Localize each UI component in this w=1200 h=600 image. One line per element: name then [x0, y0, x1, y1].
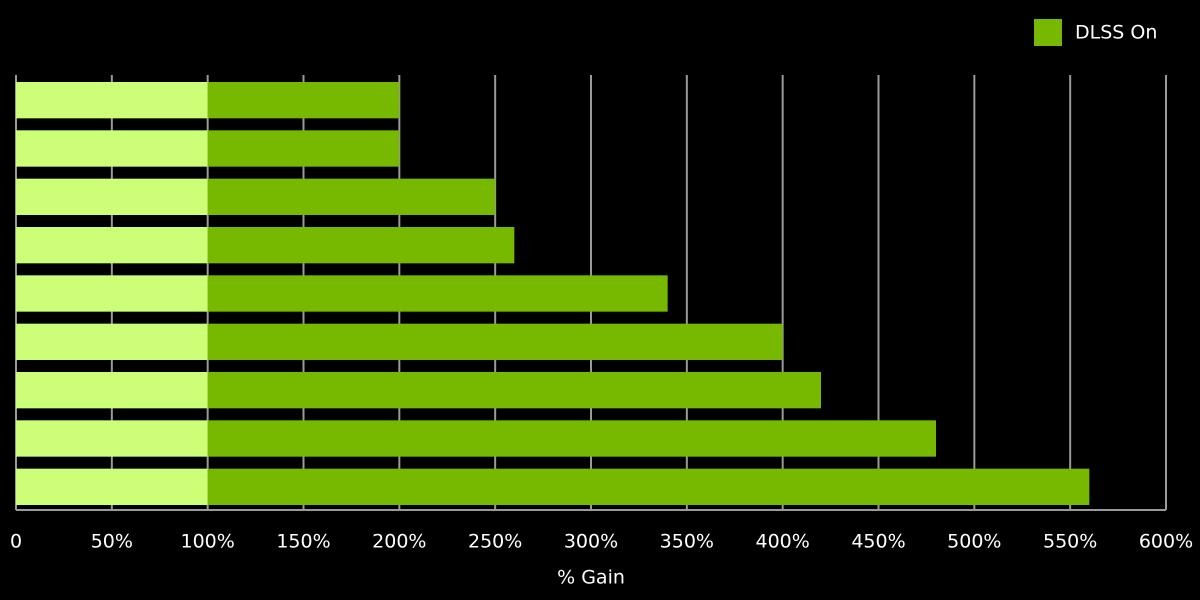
bar-segment: [207, 468, 1090, 505]
legend-swatch: [1034, 19, 1062, 46]
x-tick-label: 550%: [1043, 531, 1097, 553]
bar-segment: [16, 420, 208, 457]
x-tick-label: 200%: [372, 531, 426, 553]
bar-segment: [207, 178, 496, 215]
x-tick-label: 150%: [276, 531, 330, 553]
bar-segment: [207, 275, 668, 312]
bar-segment: [16, 323, 208, 360]
bar-segment: [16, 82, 208, 119]
bar-segment: [207, 82, 400, 119]
bar-segment: [207, 130, 400, 167]
bar-segment: [207, 420, 936, 457]
bar-segment: [16, 130, 208, 167]
bar-segment: [16, 227, 208, 264]
x-tick-label: 0: [10, 531, 22, 553]
bar-segment: [16, 178, 208, 215]
x-axis-title: % Gain: [557, 567, 625, 589]
x-tick-label: 250%: [468, 531, 522, 553]
x-tick-label: 50%: [91, 531, 133, 553]
bar-segment: [207, 372, 821, 409]
x-tick-label: 600%: [1139, 531, 1193, 553]
x-tick-label: 450%: [851, 531, 905, 553]
x-tick-label: 400%: [756, 531, 810, 553]
x-tick-label: 100%: [181, 531, 235, 553]
x-tick-label: 350%: [660, 531, 714, 553]
bar-segment: [16, 468, 208, 505]
x-tick-label: 500%: [947, 531, 1001, 553]
x-tick-label: 300%: [564, 531, 618, 553]
legend-label: DLSS On: [1075, 22, 1157, 44]
bar-segment: [16, 275, 208, 312]
bar-segment: [207, 323, 783, 360]
bar-segment: [207, 227, 515, 264]
bar-segment: [16, 372, 208, 409]
